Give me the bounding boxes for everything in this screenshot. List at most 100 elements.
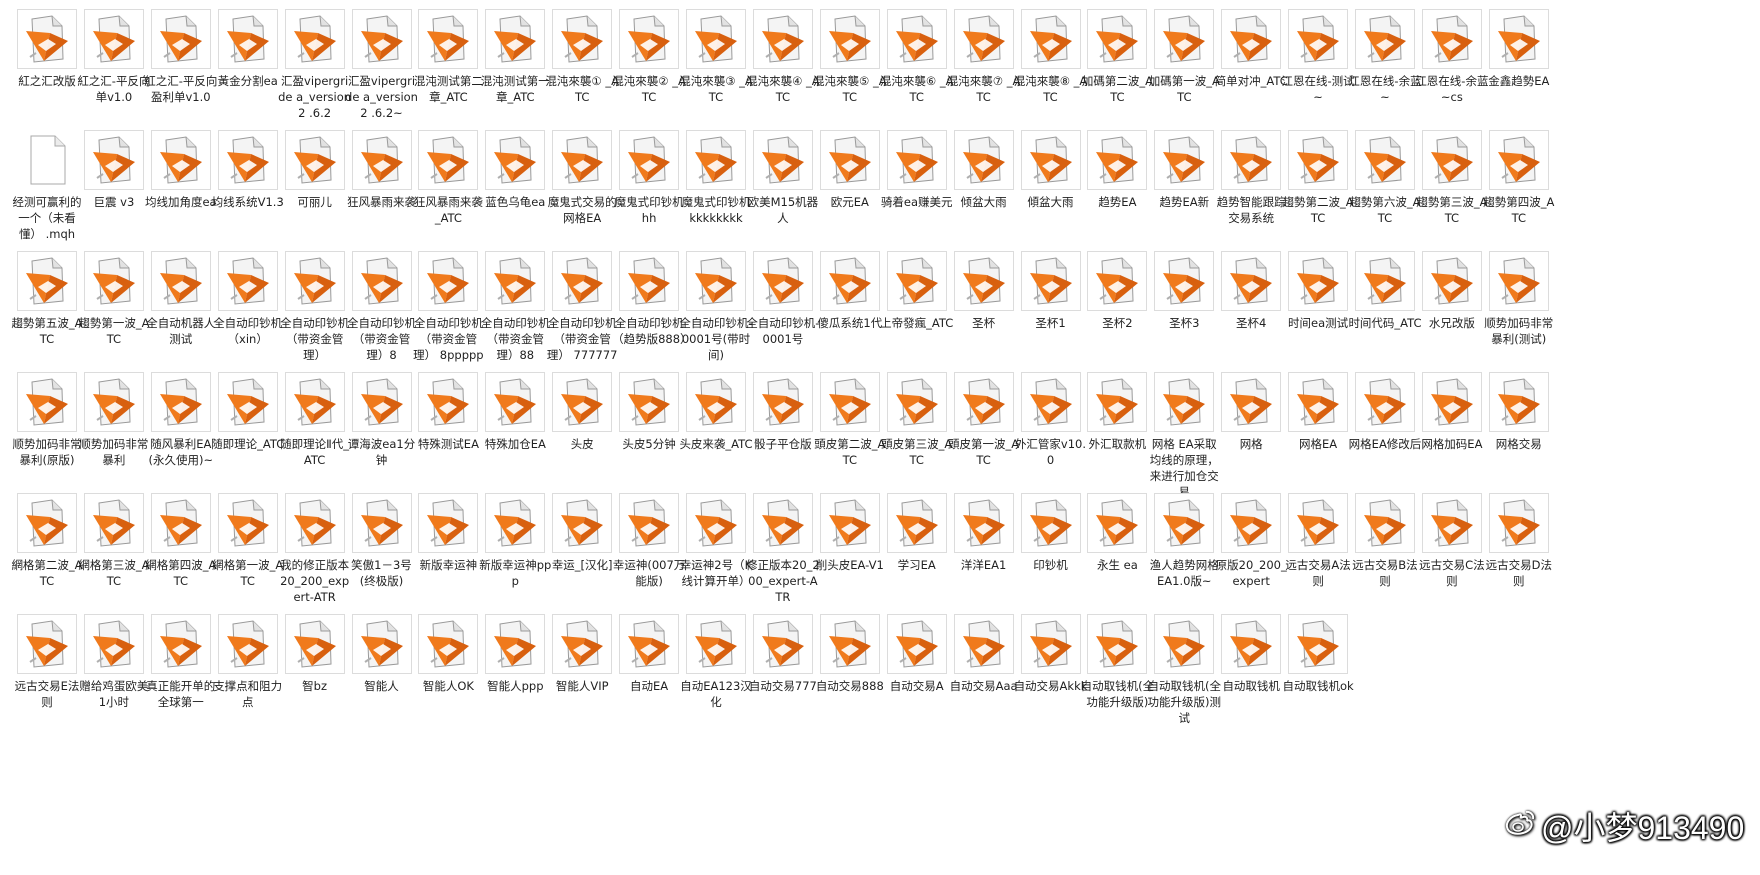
file-item[interactable]: 网格加码EA: [1415, 370, 1489, 504]
file-item[interactable]: 自动交易A: [880, 612, 954, 746]
file-item[interactable]: 網格第二波_ATC: [10, 491, 84, 625]
file-item[interactable]: 洋洋EA1: [947, 491, 1021, 625]
file-item[interactable]: 趨勢第六波_ATC: [1348, 128, 1422, 262]
file-item[interactable]: 均线系统V1.3: [211, 128, 285, 262]
file-item[interactable]: 头皮来袭_ATC: [679, 370, 753, 504]
file-item[interactable]: 幸运神(007万能版): [612, 491, 686, 625]
file-item[interactable]: 远古交易E法则: [10, 612, 84, 746]
file-item[interactable]: 自动取钱机: [1214, 612, 1288, 746]
file-item[interactable]: 混沌來襲③ _ATC: [679, 7, 753, 141]
file-item[interactable]: 混沌测试第二章_ATC: [411, 7, 485, 141]
file-item[interactable]: 幸运神2号（K线计算开单）: [679, 491, 753, 625]
file-item[interactable]: 远古交易A法则: [1281, 491, 1355, 625]
file-item[interactable]: 混沌來襲⑦ _ATC: [947, 7, 1021, 141]
file-item[interactable]: 加碼第二波_ATC: [1080, 7, 1154, 141]
file-item[interactable]: 混沌來襲① _ATC: [545, 7, 619, 141]
file-item[interactable]: 均线加角度ea: [144, 128, 218, 262]
file-item[interactable]: 蓝色乌龟ea: [478, 128, 552, 262]
file-item[interactable]: 外汇取款机: [1080, 370, 1154, 504]
file-item[interactable]: 自动取钱机(全功能升级版): [1080, 612, 1154, 746]
file-item[interactable]: 江恩在线-余蓝~: [1348, 7, 1422, 141]
file-item[interactable]: 汇盈vipergride a_version2 .6.2: [278, 7, 352, 141]
file-item[interactable]: 趨勢第二波_ATC: [1281, 128, 1355, 262]
file-item[interactable]: 谭海波ea1分钟: [345, 370, 419, 504]
file-item[interactable]: 自动交易Akkk: [1014, 612, 1088, 746]
file-item[interactable]: 智能人: [345, 612, 419, 746]
file-item[interactable]: 智能人ppp: [478, 612, 552, 746]
file-item[interactable]: 外汇管家v10.0: [1014, 370, 1088, 504]
file-item[interactable]: 随即理论Ⅱ代_ATC: [278, 370, 352, 504]
file-item[interactable]: 随即理论_ATC: [211, 370, 285, 504]
file-item[interactable]: 自动交易777: [746, 612, 820, 746]
file-item[interactable]: 金鑫趋勢EA: [1482, 7, 1556, 141]
file-item[interactable]: 自动EA123汉化: [679, 612, 753, 746]
file-item[interactable]: 可丽儿: [278, 128, 352, 262]
file-item[interactable]: 渔人趋势网格EA1.0版~: [1147, 491, 1221, 625]
file-item[interactable]: 圣杯3: [1147, 249, 1221, 383]
file-item[interactable]: 全自动印钞机（带资金管理） 8ppppp: [411, 249, 485, 383]
file-item[interactable]: 趨勢第三波_ATC: [1415, 128, 1489, 262]
file-item[interactable]: 自动EA: [612, 612, 686, 746]
file-item[interactable]: 網格第四波_ATC: [144, 491, 218, 625]
file-item[interactable]: 自动交易888: [813, 612, 887, 746]
file-item[interactable]: 全自动印钞机（趋势版888）: [612, 249, 692, 383]
file-item[interactable]: 汇盈vipergride a_version2 .6.2~: [345, 7, 419, 141]
file-item[interactable]: 骰子平仓版: [746, 370, 820, 504]
file-item[interactable]: 学习EA: [880, 491, 954, 625]
file-item[interactable]: 远古交易C法则: [1415, 491, 1489, 625]
file-item[interactable]: 修正版本20_200_expert-ATR: [746, 491, 820, 625]
file-item[interactable]: 黃金分割ea: [211, 7, 285, 141]
file-item[interactable]: 自动取钱机(全功能升级版)测试: [1147, 612, 1221, 746]
file-item[interactable]: 圣杯: [947, 249, 1021, 383]
file-item[interactable]: 江恩在线-余蓝~cs: [1415, 7, 1489, 141]
file-item[interactable]: 混沌测试第一章_ATC: [478, 7, 552, 141]
file-item[interactable]: 紅之汇改版: [10, 7, 84, 141]
file-item[interactable]: 趨勢第五波_ATC: [10, 249, 84, 383]
file-item[interactable]: 網格第三波_ATC: [77, 491, 151, 625]
file-item[interactable]: 智bz: [278, 612, 352, 746]
file-item[interactable]: 网格交易: [1482, 370, 1556, 504]
file-item[interactable]: 網格第一波_ATC: [211, 491, 285, 625]
file-item[interactable]: 时间代码_ATC: [1348, 249, 1422, 383]
file-item[interactable]: 真正能开单的全球第一: [144, 612, 218, 746]
file-item[interactable]: 混沌來襲② _ATC: [612, 7, 686, 141]
file-item[interactable]: 时间ea测试: [1281, 249, 1355, 383]
file-item[interactable]: 江恩在线-测试~: [1281, 7, 1355, 141]
file-item[interactable]: 頭皮第三波_ATC: [880, 370, 954, 504]
file-item[interactable]: 印钞机: [1014, 491, 1088, 625]
file-item[interactable]: 紅之汇-平反向盈利单v1.0: [144, 7, 218, 141]
file-item[interactable]: 远古交易B法则: [1348, 491, 1422, 625]
file-item[interactable]: 头皮: [545, 370, 619, 504]
file-item[interactable]: 经测可赢利的一个（未看懂） .mqh: [10, 128, 84, 262]
file-item[interactable]: 傾盆大雨: [1014, 128, 1088, 262]
file-item[interactable]: 全自动印钞机（带资金管理）8: [345, 249, 419, 383]
file-item[interactable]: 欧美M15机器人: [746, 128, 820, 262]
file-item[interactable]: 全自动印钞机（带资金管理） 777777: [545, 249, 619, 383]
file-item[interactable]: 赠给鸡蛋欧美1小时: [77, 612, 151, 746]
file-item[interactable]: 全自动印钞机（带资金管理）88: [478, 249, 552, 383]
file-item[interactable]: 加碼第一波_ATC: [1147, 7, 1221, 141]
file-item[interactable]: 全自动机器人测试: [144, 249, 218, 383]
file-item[interactable]: 网格 EA采取均线的原理，来进行加仓交易: [1147, 370, 1221, 504]
file-item[interactable]: 狂风暴雨来袭_ATC: [411, 128, 485, 262]
file-item[interactable]: 网格EA修改后: [1348, 370, 1422, 504]
file-item[interactable]: 倾盆大雨: [947, 128, 1021, 262]
file-item[interactable]: 顺势加码非常暴利(原版): [10, 370, 84, 504]
file-item[interactable]: 顺势加码非常暴利: [77, 370, 151, 504]
file-item[interactable]: 魔鬼式印钞机 kkkkkkkk: [679, 128, 753, 262]
file-item[interactable]: 永生 ea: [1080, 491, 1154, 625]
file-item[interactable]: 圣杯4: [1214, 249, 1288, 383]
file-item[interactable]: 狂风暴雨来袭: [345, 128, 419, 262]
file-item[interactable]: 紅之汇-平反向单v1.0: [77, 7, 151, 141]
file-item[interactable]: 新版幸运神: [411, 491, 485, 625]
file-item[interactable]: 趨勢第一波_ATC: [77, 249, 151, 383]
file-item[interactable]: 全自动印钞机（xin）: [211, 249, 285, 383]
file-item[interactable]: 趋势智能跟踪交易系统: [1214, 128, 1288, 262]
file-item[interactable]: 网格EA: [1281, 370, 1355, 504]
file-item[interactable]: 原版20_200_expert: [1214, 491, 1288, 625]
file-item[interactable]: 全自动印钞机（带资金管理）: [278, 249, 352, 383]
file-item[interactable]: 上帝發瘋_ATC: [880, 249, 954, 383]
file-item[interactable]: 魔鬼式印钞机hh: [612, 128, 686, 262]
file-item[interactable]: 欧元EA: [813, 128, 887, 262]
file-item[interactable]: 趨勢第四波_ATC: [1482, 128, 1556, 262]
